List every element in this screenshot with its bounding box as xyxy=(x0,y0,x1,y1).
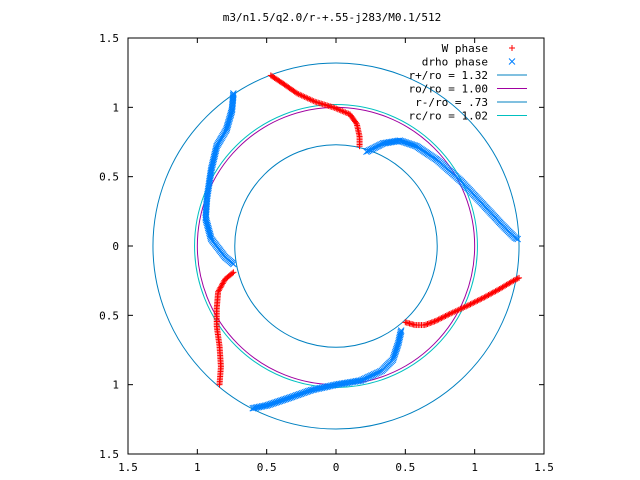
legend-symbol xyxy=(509,45,515,51)
data-point xyxy=(443,312,450,319)
reference-circle-0 xyxy=(152,62,520,430)
data-point xyxy=(424,321,431,327)
legend-label: W phase xyxy=(442,42,488,55)
data-point xyxy=(474,297,481,304)
data-point xyxy=(427,319,434,326)
data-point xyxy=(442,313,449,320)
y-tick-label: 1 xyxy=(112,379,119,392)
data-point xyxy=(478,295,485,302)
data-point xyxy=(216,381,223,388)
data-point xyxy=(215,287,222,294)
phase-series xyxy=(202,72,523,412)
x-tick-label: 1 xyxy=(471,461,478,474)
data-point xyxy=(230,260,237,268)
y-tick-label: 1 xyxy=(112,101,119,114)
series-0-arm-0 xyxy=(267,72,363,150)
x-tick-label: 0.5 xyxy=(395,461,415,474)
data-point xyxy=(470,299,477,306)
data-point xyxy=(352,119,359,126)
data-point xyxy=(423,321,430,328)
data-point xyxy=(434,317,441,324)
y-tick-label: 0.5 xyxy=(99,309,119,322)
series-0-arm-2 xyxy=(213,269,237,388)
series-0-arm-1 xyxy=(402,274,523,329)
legend-label: drho phase xyxy=(422,56,488,69)
data-point xyxy=(464,302,471,309)
data-point xyxy=(438,315,445,322)
x-tick-label: 0.5 xyxy=(257,461,277,474)
x-tick-label: 1 xyxy=(194,461,201,474)
data-point xyxy=(356,143,363,150)
data-point xyxy=(473,298,480,305)
data-point xyxy=(477,296,484,303)
data-point xyxy=(431,318,438,325)
data-point xyxy=(511,276,518,283)
data-point xyxy=(513,276,520,283)
data-point xyxy=(435,316,442,323)
data-point xyxy=(250,404,258,412)
x-tick-label: 1.5 xyxy=(534,461,554,474)
data-point xyxy=(467,301,474,308)
data-point xyxy=(421,322,428,329)
chart-title: m3/n1.5/q2.0/r-+.55-j283/M0.1/512 xyxy=(223,11,442,24)
reference-circle-2 xyxy=(234,144,438,348)
data-point xyxy=(514,235,522,243)
data-point xyxy=(437,315,443,322)
series-1 xyxy=(202,90,522,412)
data-point xyxy=(466,301,473,308)
reference-circle-1 xyxy=(196,106,476,386)
data-point xyxy=(445,311,452,318)
reference-circle-3 xyxy=(194,104,478,388)
series-1-arm-0 xyxy=(202,90,237,268)
series-1-arm-1 xyxy=(363,137,522,243)
x-tick-label: 0 xyxy=(333,461,340,474)
series-1-arm-2 xyxy=(249,327,405,412)
legend-symbol xyxy=(508,58,516,65)
data-point xyxy=(514,275,521,282)
y-tick-label: 0 xyxy=(112,240,119,253)
data-point xyxy=(439,314,446,321)
data-point xyxy=(441,313,448,320)
data-point xyxy=(475,297,482,304)
legend-label: r-/ro = .73 xyxy=(415,96,488,109)
data-point xyxy=(516,274,523,281)
data-point xyxy=(425,320,432,327)
series-0 xyxy=(213,72,523,388)
data-point xyxy=(249,404,257,412)
data-point xyxy=(471,299,478,306)
data-point xyxy=(432,317,439,324)
x-tick-label: 1.5 xyxy=(118,461,138,474)
y-tick-label: 0.5 xyxy=(99,171,119,184)
axis-ticks: 1.5 1 0.5 0 0.5 1 1.51.510.500.511.5 xyxy=(99,32,554,474)
legend-label: ro/ro = 1.00 xyxy=(409,83,488,96)
data-point xyxy=(479,295,486,301)
data-point xyxy=(430,318,437,325)
legend-label: r+/ro = 1.32 xyxy=(409,69,488,82)
data-point xyxy=(468,300,475,307)
data-point xyxy=(510,277,517,284)
y-tick-label: 1.5 xyxy=(99,32,119,45)
data-point xyxy=(428,319,435,326)
y-tick-label: 1.5 xyxy=(99,448,119,461)
legend-label: rc/ro = 1.02 xyxy=(409,110,488,123)
